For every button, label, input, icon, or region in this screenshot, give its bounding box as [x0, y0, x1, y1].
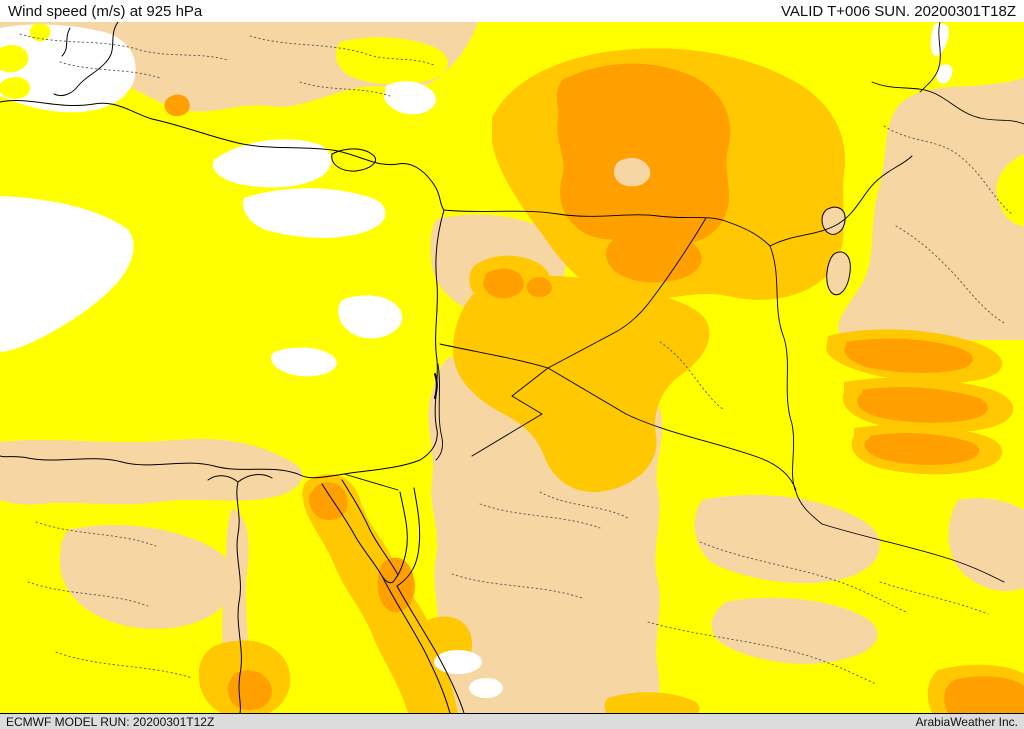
model-run-text: ECMWF MODEL RUN: 20200301T12Z	[6, 714, 215, 729]
wind-speed-contour-map	[0, 22, 1024, 713]
moderate-wind-accents	[335, 37, 1024, 226]
weather-map	[0, 22, 1024, 713]
footer-bar: ECMWF MODEL RUN: 20200301T12Z ArabiaWeat…	[0, 713, 1024, 729]
coastlines	[0, 22, 851, 713]
header-bar: Wind speed (m/s) at 925 hPa VALID T+006 …	[0, 0, 1024, 22]
map-title: Wind speed (m/s) at 925 hPa	[8, 2, 203, 20]
admin-dotted-lines	[19, 33, 1013, 685]
country-borders	[343, 22, 1024, 583]
very-high-wind-regions	[164, 63, 1024, 713]
calm-regions	[0, 23, 953, 698]
credit-text: ArabiaWeather Inc.	[915, 714, 1019, 729]
valid-time: VALID T+006 SUN. 20200301T18Z	[780, 2, 1016, 20]
corner-wind-accents	[0, 23, 51, 99]
